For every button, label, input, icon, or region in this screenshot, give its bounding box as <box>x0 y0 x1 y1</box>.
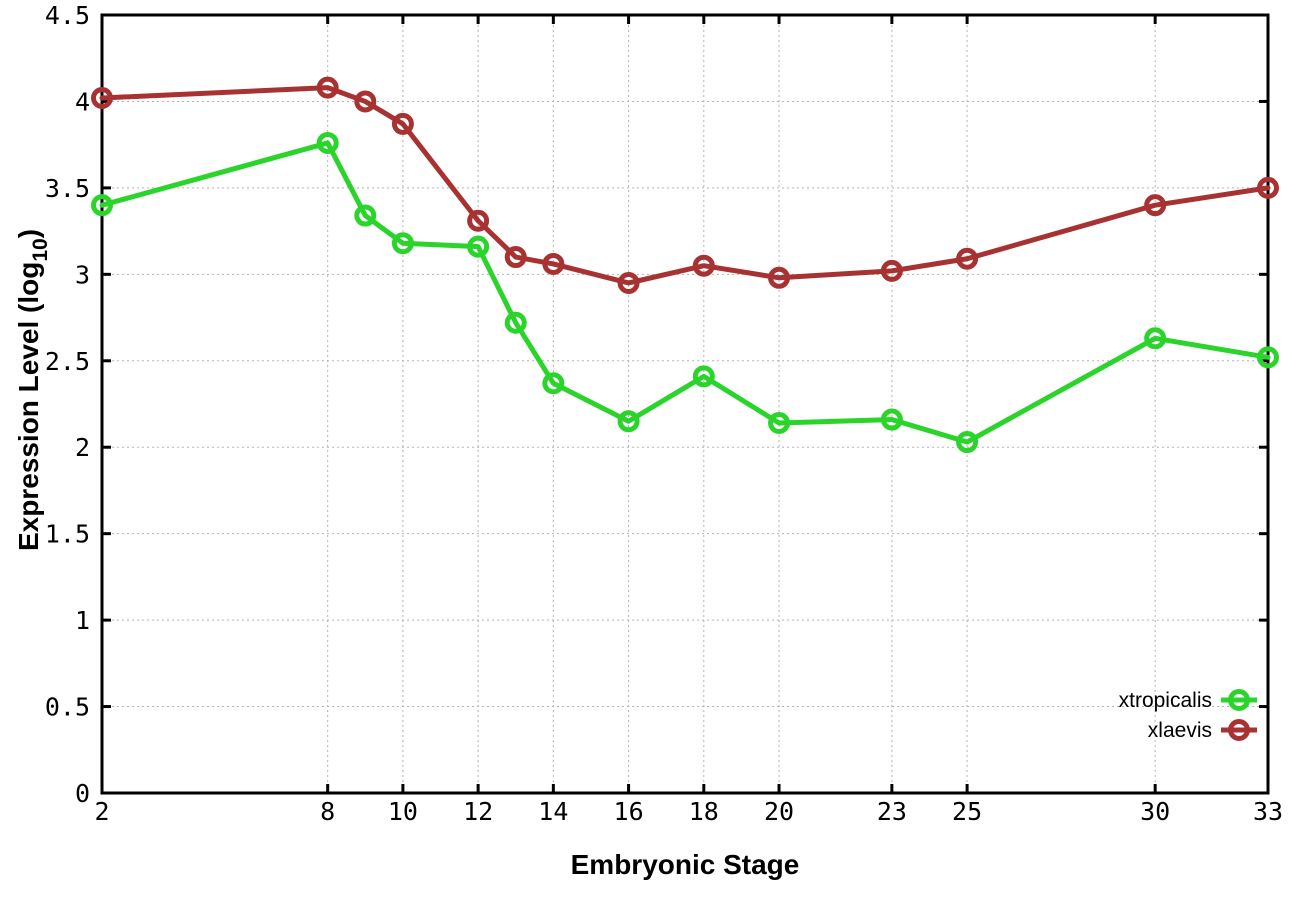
data-point-xlaevis <box>880 259 903 282</box>
data-point-xlaevis <box>91 86 113 109</box>
gridlines <box>102 15 1268 793</box>
x-tick-label: 25 <box>952 797 982 826</box>
data-point-xlaevis <box>504 246 527 269</box>
x-tick-label: 2 <box>94 797 109 826</box>
y-axis-title-main: Expression Level (log <box>13 262 44 551</box>
y-tick-label: 1.5 <box>45 520 90 549</box>
data-point-xtropicalis <box>91 194 113 217</box>
data-point-xtropicalis <box>467 235 490 258</box>
data-point-xtropicalis <box>354 204 377 227</box>
axes <box>100 13 1270 795</box>
y-tick-label: 0 <box>75 779 90 808</box>
x-tick-label: 8 <box>320 797 335 826</box>
data-point-xlaevis <box>391 112 414 135</box>
legend-marker <box>1228 719 1250 741</box>
data-point-xlaevis <box>354 90 377 113</box>
legend-item-xtropicalis: xtropicalis <box>1119 689 1257 712</box>
y-tick-label: 2.5 <box>45 347 90 376</box>
legend-label-xlaevis: xlaevis <box>1148 719 1212 742</box>
data-point-xtropicalis <box>316 131 339 154</box>
data-point-xlaevis <box>1144 194 1167 217</box>
data-point-xtropicalis <box>880 408 903 431</box>
data-point-xtropicalis <box>1257 346 1279 369</box>
data-point-xlaevis <box>692 254 715 277</box>
data-point-xtropicalis <box>1144 327 1167 350</box>
data-series <box>91 76 1279 454</box>
data-point-xlaevis <box>542 252 565 275</box>
data-point-xlaevis <box>956 247 979 270</box>
y-tick-label: 3 <box>75 260 90 289</box>
x-tick-label: 18 <box>689 797 719 826</box>
x-tick-label: 12 <box>463 797 493 826</box>
x-tick-label: 10 <box>388 797 418 826</box>
data-point-xtropicalis <box>391 232 414 255</box>
legend-label-xtropicalis: xtropicalis <box>1119 689 1212 712</box>
x-tick-label: 23 <box>877 797 907 826</box>
data-point-xtropicalis <box>617 410 640 433</box>
y-tick-label: 2 <box>75 433 90 462</box>
y-tick-label: 4 <box>75 87 90 116</box>
legend-item-xlaevis: xlaevis <box>1148 719 1257 742</box>
y-axis-title-subscript: 10 <box>29 238 52 261</box>
legend-marker <box>1228 689 1250 711</box>
x-tick-label: 30 <box>1140 797 1170 826</box>
data-point-xtropicalis <box>542 372 565 395</box>
data-point-xtropicalis <box>504 311 527 334</box>
y-tick-label: 4.5 <box>45 1 90 30</box>
data-point-xtropicalis <box>956 431 979 454</box>
data-point-xtropicalis <box>768 412 791 435</box>
legend: xtropicalis xlaevis <box>1119 689 1257 742</box>
x-axis-title: Embryonic Stage <box>571 849 800 880</box>
data-point-xlaevis <box>768 266 791 289</box>
plot-border <box>100 13 1270 795</box>
x-tick-label: 20 <box>764 797 794 826</box>
data-point-xtropicalis <box>692 365 715 388</box>
y-tick-label: 3.5 <box>45 174 90 203</box>
data-point-xlaevis <box>467 209 490 232</box>
y-tick-label: 1 <box>75 606 90 635</box>
x-tick-label: 14 <box>538 797 568 826</box>
data-point-xlaevis <box>617 271 640 294</box>
series-line-xlaevis <box>99 85 1271 286</box>
data-point-xlaevis <box>316 76 339 99</box>
y-axis-title-end: ) <box>13 229 44 238</box>
x-tick-label: 33 <box>1253 797 1283 826</box>
y-tick-label: 0.5 <box>45 693 90 722</box>
x-tick-label: 16 <box>614 797 644 826</box>
y-axis-title: Expression Level (log10) <box>13 229 52 551</box>
data-point-xlaevis <box>1257 176 1279 199</box>
tick-labels: 2 8 10 12 14 16 18 20 23 25 30 33 0 0.5 1 1.5 2 2.5 3 3.5 4 4… <box>45 1 1283 826</box>
